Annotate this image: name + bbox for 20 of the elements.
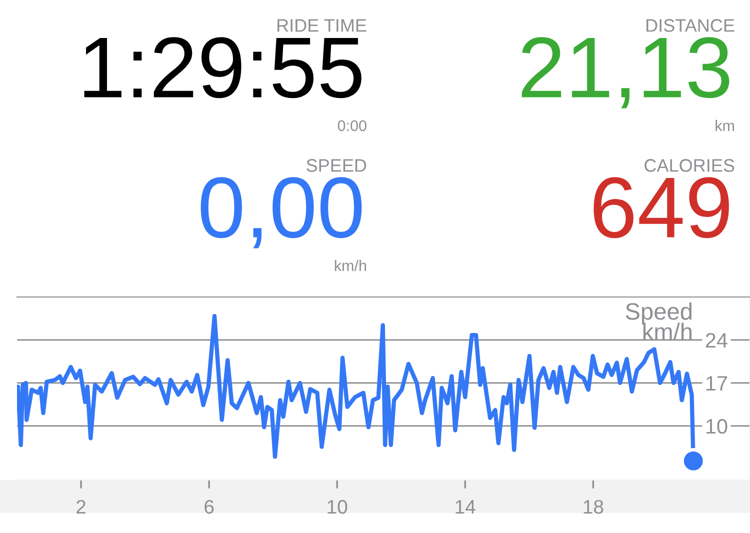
text: 0,00	[200, 177, 362, 248]
x-tick-label: 2	[76, 500, 86, 514]
x-tick-label: 14	[456, 500, 476, 514]
text: km/h	[334, 260, 366, 272]
text: CALORIES	[644, 159, 734, 172]
y-axis-title: Speed km/h	[626, 302, 692, 340]
text: RIDE TIME	[278, 19, 366, 32]
x-tick-label: 10	[328, 500, 348, 514]
y-tick-label: 24	[706, 332, 728, 348]
text: 649	[594, 177, 729, 238]
text: DISTANCE	[646, 19, 734, 32]
x-tick-label: 18	[584, 500, 604, 514]
text: km	[716, 120, 734, 131]
text: 1:29:55	[84, 37, 362, 98]
text: 0:00	[338, 120, 366, 132]
y-tick-label: 10	[706, 418, 728, 434]
text: SPEED	[306, 159, 366, 172]
y-tick-label: 17	[706, 376, 727, 391]
text: 21,13	[522, 37, 730, 108]
x-tick-label: 6	[204, 500, 214, 514]
